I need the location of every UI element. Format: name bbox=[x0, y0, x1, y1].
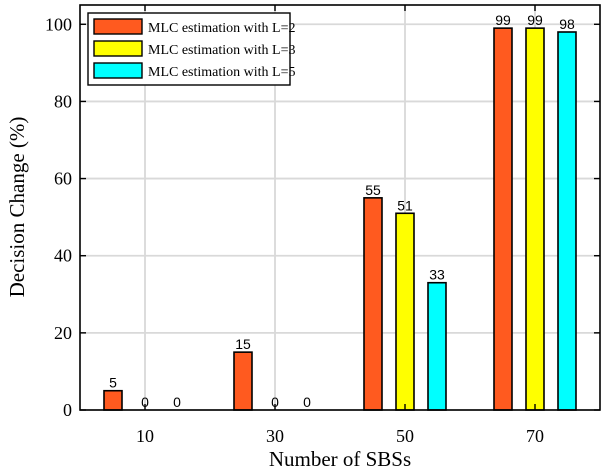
bars bbox=[103, 27, 577, 411]
y-tick-label: 20 bbox=[54, 323, 72, 343]
x-tick-label: 10 bbox=[136, 426, 154, 446]
y-tick-label: 80 bbox=[54, 91, 72, 111]
x-tick-label: 70 bbox=[526, 426, 544, 446]
legend-label: MLC estimation with L=3 bbox=[148, 43, 296, 58]
plot-frame bbox=[79, 4, 601, 411]
data-label: 55 bbox=[365, 182, 381, 198]
bar bbox=[363, 197, 383, 411]
legend-swatch bbox=[93, 62, 143, 79]
data-label: 51 bbox=[397, 197, 413, 213]
data-label: 15 bbox=[235, 336, 251, 352]
data-label: 0 bbox=[173, 394, 181, 410]
legend-swatch bbox=[93, 18, 143, 35]
y-axis-label: Decision Change (%) bbox=[5, 117, 29, 298]
data-label: 98 bbox=[559, 16, 575, 32]
data-label: 0 bbox=[303, 394, 311, 410]
data-label: 99 bbox=[495, 12, 511, 28]
bar bbox=[233, 351, 253, 411]
y-tick-label: 40 bbox=[54, 246, 72, 266]
data-labels: 5 15 55 99 0 0 51 99 0 0 33 98 bbox=[109, 12, 575, 410]
bar bbox=[525, 27, 545, 411]
y-tick-label: 100 bbox=[45, 14, 72, 34]
y-tick-label: 60 bbox=[54, 169, 72, 189]
x-tick-label: 30 bbox=[266, 426, 284, 446]
data-label: 5 bbox=[109, 375, 117, 391]
bar bbox=[557, 31, 577, 411]
x-tick-label: 50 bbox=[396, 426, 414, 446]
bar bbox=[427, 281, 447, 411]
legend-swatch bbox=[93, 40, 143, 57]
bar bbox=[395, 212, 415, 411]
bar bbox=[103, 389, 123, 411]
legend: MLC estimation with L=2 MLC estimation wi… bbox=[87, 12, 296, 86]
data-label: 0 bbox=[141, 394, 149, 410]
data-label: 33 bbox=[429, 267, 445, 283]
bar bbox=[493, 27, 513, 411]
y-tick-label: 0 bbox=[63, 400, 72, 420]
legend-label: MLC estimation with L=5 bbox=[148, 65, 296, 80]
x-axis-label: Number of SBSs bbox=[269, 447, 411, 471]
legend-label: MLC estimation with L=2 bbox=[148, 21, 296, 36]
data-label: 0 bbox=[271, 394, 279, 410]
data-label: 99 bbox=[527, 12, 543, 28]
